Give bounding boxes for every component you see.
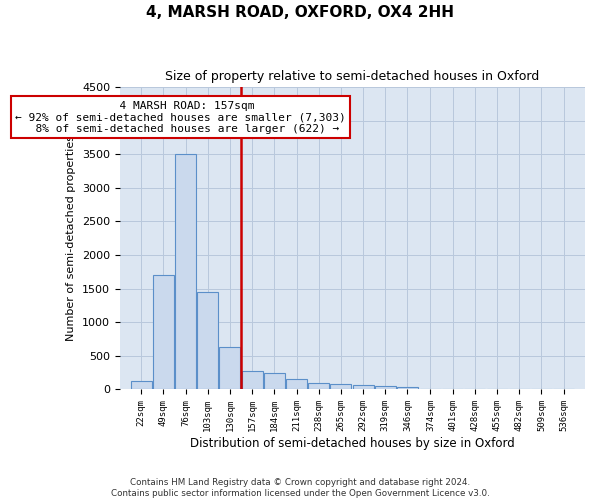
Bar [397, 387, 418, 390]
Bar [331, 384, 352, 390]
Bar [420, 389, 441, 390]
Text: 4, MARSH ROAD, OXFORD, OX4 2HH: 4, MARSH ROAD, OXFORD, OX4 2HH [146, 5, 454, 20]
Bar [242, 372, 263, 390]
Bar [442, 389, 463, 390]
Bar [264, 373, 285, 390]
Bar [220, 347, 241, 390]
X-axis label: Distribution of semi-detached houses by size in Oxford: Distribution of semi-detached houses by … [190, 437, 515, 450]
Title: Size of property relative to semi-detached houses in Oxford: Size of property relative to semi-detach… [165, 70, 539, 83]
Bar [353, 386, 374, 390]
Bar [286, 380, 307, 390]
Bar [375, 386, 396, 390]
Bar [197, 292, 218, 390]
Bar [175, 154, 196, 390]
Text: 4 MARSH ROAD: 157sqm
← 92% of semi-detached houses are smaller (7,303)
  8% of s: 4 MARSH ROAD: 157sqm ← 92% of semi-detac… [15, 100, 346, 134]
Bar [153, 275, 174, 390]
Bar [131, 382, 152, 390]
Bar [308, 382, 329, 390]
Text: Contains HM Land Registry data © Crown copyright and database right 2024.
Contai: Contains HM Land Registry data © Crown c… [110, 478, 490, 498]
Y-axis label: Number of semi-detached properties: Number of semi-detached properties [67, 135, 76, 341]
